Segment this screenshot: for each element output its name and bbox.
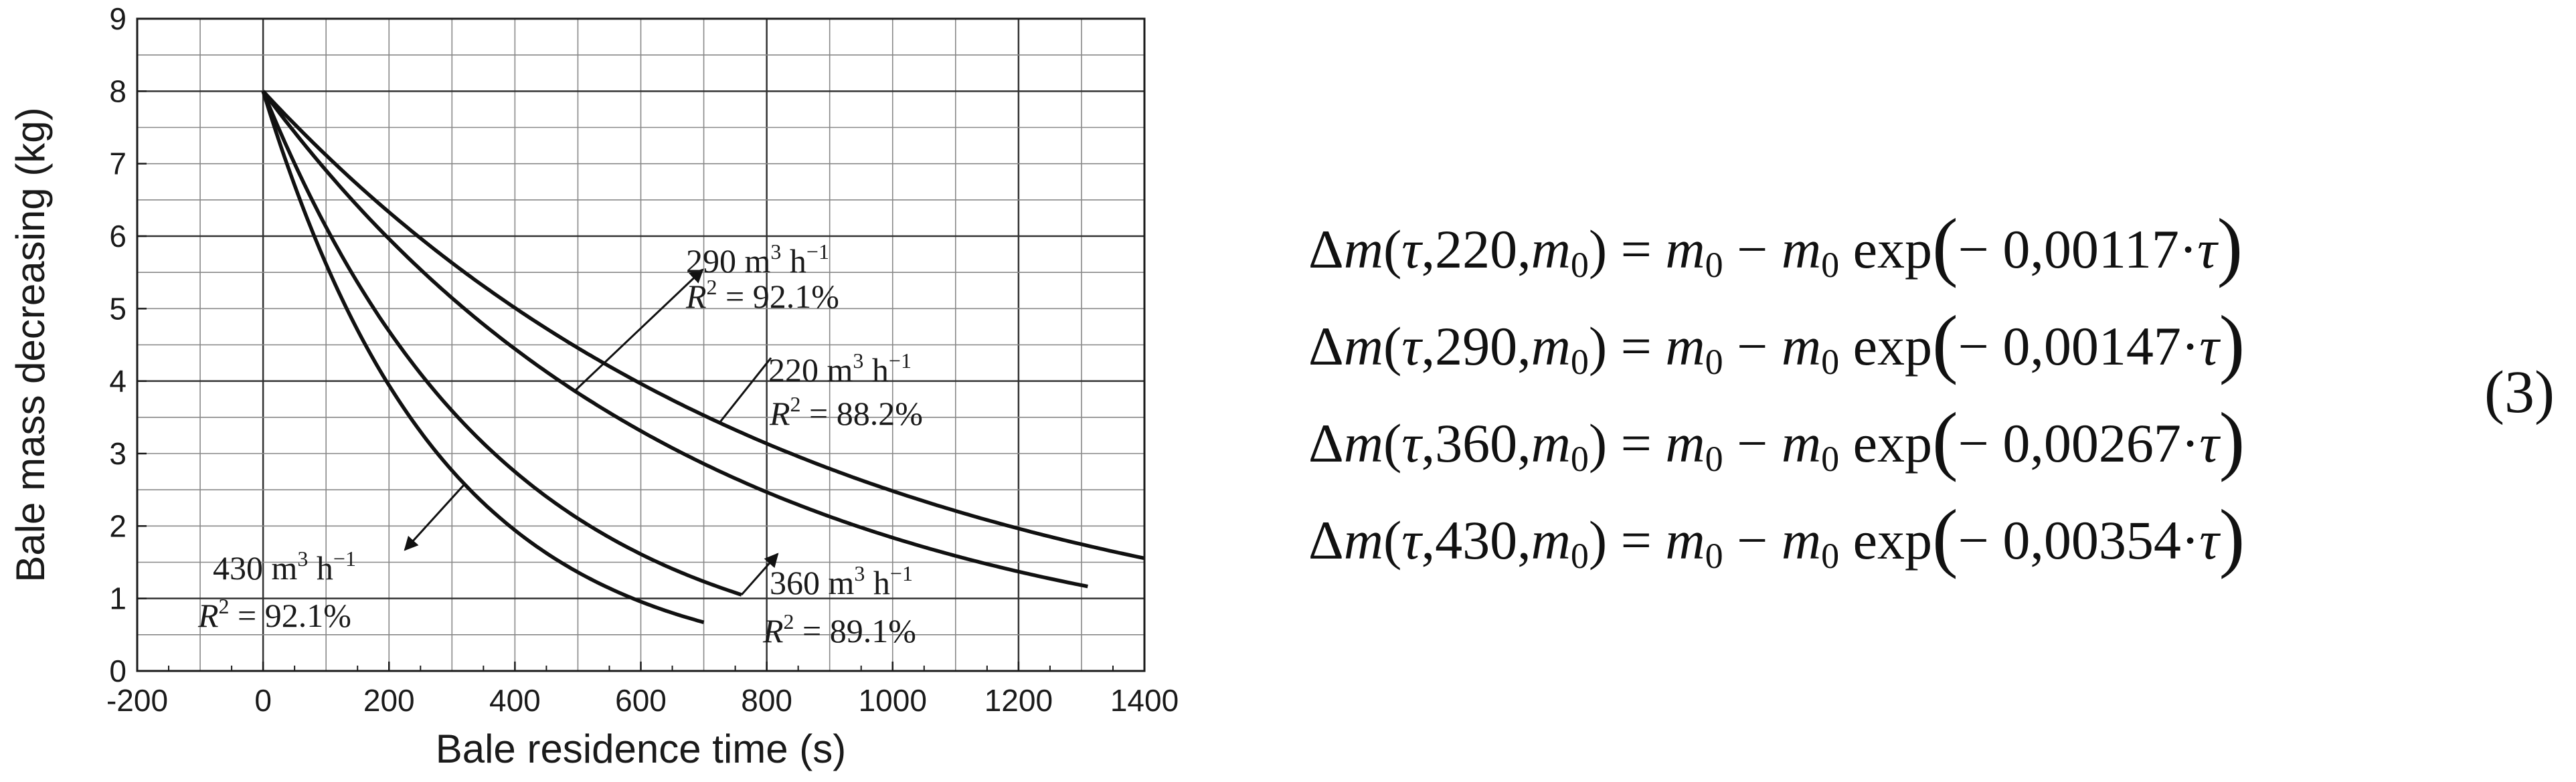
arrow-290 bbox=[574, 268, 704, 392]
flow-label-2: 360 m3 h−1 bbox=[770, 561, 913, 601]
equation-number: (3) bbox=[2484, 359, 2555, 425]
equation-3: Δm(τ,430,m0) = m0 − m0 exp(− 0,00354·τ) bbox=[1308, 494, 2245, 580]
series-line-3 bbox=[261, 90, 705, 624]
series-line-2 bbox=[261, 90, 742, 597]
x-tick-label: -200 bbox=[106, 683, 168, 718]
curves bbox=[261, 90, 1145, 624]
x-tick-label: 1200 bbox=[984, 683, 1053, 718]
y-axis-title: Bale mass decreasing (kg) bbox=[8, 107, 53, 582]
x-axis-title: Bale residence time (s) bbox=[436, 726, 847, 771]
plot-frame bbox=[136, 17, 1146, 672]
y-tick-label: 8 bbox=[109, 74, 126, 108]
x-tick-label: 0 bbox=[254, 683, 272, 718]
y-tick-label: 2 bbox=[109, 508, 126, 543]
r2-label-1: R2 = 92.1% bbox=[685, 275, 839, 315]
equation-2: Δm(τ,360,m0) = m0 − m0 exp(− 0,00267·τ) bbox=[1308, 397, 2245, 483]
flow-label-1: 290 m3 h−1 bbox=[686, 239, 829, 280]
series-line-1 bbox=[261, 90, 1088, 589]
y-tick-label: 6 bbox=[109, 219, 126, 254]
y-tick-label: 3 bbox=[109, 436, 126, 471]
flow-label-0: 220 m3 h−1 bbox=[768, 349, 912, 389]
equation-block: Δm(τ,220,m0) = m0 − m0 exp(− 0,00117·τ) Δ… bbox=[1308, 201, 2413, 589]
annotations: 220 m3 h−1R2 = 88.2%290 m3 h−1R2 = 92.1%… bbox=[197, 239, 923, 650]
x-tick-label: 1000 bbox=[859, 683, 927, 718]
r2-label-3: R2 = 92.1% bbox=[197, 594, 351, 634]
x-tick-label: 200 bbox=[363, 683, 415, 718]
y-tick-label: 7 bbox=[109, 146, 126, 181]
x-tick-label: 800 bbox=[741, 683, 792, 718]
x-tick-label: 400 bbox=[489, 683, 541, 718]
y-tick-label: 0 bbox=[109, 654, 126, 688]
arrow-360 bbox=[740, 553, 779, 596]
arrow-430 bbox=[404, 483, 466, 551]
equation-1: Δm(τ,290,m0) = m0 − m0 exp(− 0,00147·τ) bbox=[1308, 300, 2245, 386]
equation-0: Δm(τ,220,m0) = m0 − m0 exp(− 0,00117·τ) bbox=[1308, 203, 2243, 289]
chart: -200 0 200 400 600 800 1000 1200 14000123456789 … bbox=[8, 1, 1178, 771]
y-tick-label: 4 bbox=[109, 364, 126, 399]
y-tick-label: 9 bbox=[109, 1, 126, 36]
y-tick-label: 5 bbox=[109, 291, 126, 326]
arrow-220 bbox=[718, 357, 772, 423]
flow-label-3: 430 m3 h−1 bbox=[213, 547, 356, 587]
x-tick-label: 1400 bbox=[1110, 683, 1178, 718]
r2-label-2: R2 = 89.1% bbox=[762, 609, 916, 650]
r2-label-0: R2 = 88.2% bbox=[769, 392, 923, 432]
series-line-0 bbox=[262, 90, 1145, 561]
annotation-arrows bbox=[404, 268, 779, 596]
y-tick-label: 1 bbox=[109, 581, 126, 616]
x-tick-label: 600 bbox=[615, 683, 667, 718]
